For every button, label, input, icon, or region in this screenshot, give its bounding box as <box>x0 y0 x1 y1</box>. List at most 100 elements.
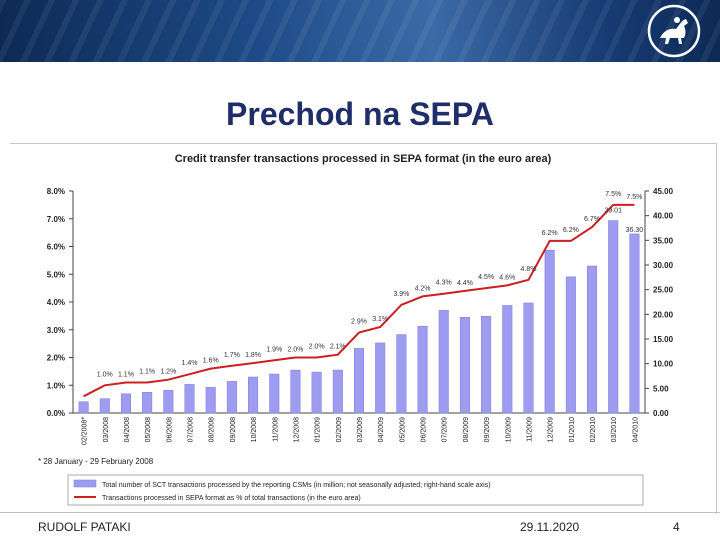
y-left-tick-label: 0.0% <box>47 409 65 418</box>
line-data-label: 4.5% <box>478 274 494 281</box>
bar <box>629 233 640 414</box>
line-data-label: 1.2% <box>160 369 176 376</box>
bar <box>587 265 598 414</box>
line-data-label: 1.0% <box>97 371 113 378</box>
y-right-tick-label: 10.00 <box>653 360 674 369</box>
bar <box>481 316 492 414</box>
x-tick-label: 12/2009 <box>548 417 555 442</box>
line-data-label: 4.2% <box>415 285 431 292</box>
x-tick-label: 05/2008 <box>145 417 152 442</box>
bar <box>290 369 301 414</box>
y-right-tick-label: 30.00 <box>653 261 674 270</box>
bar <box>565 276 576 414</box>
line-data-label: 2.9% <box>351 319 367 326</box>
y-left-tick-label: 2.0% <box>47 354 65 363</box>
x-tick-label: 02/2009 <box>336 417 343 442</box>
x-tick-label: 07/2008 <box>188 417 195 442</box>
y-right-tick-label: 40.00 <box>653 212 674 221</box>
line-data-label: 1.1% <box>118 371 134 378</box>
y-left-tick-label: 5.0% <box>47 270 65 279</box>
x-tick-label: 03/2010 <box>611 417 618 442</box>
x-tick-label: 09/2008 <box>230 417 237 442</box>
x-tick-label: 01/2010 <box>569 417 576 442</box>
y-right-tick-label: 20.00 <box>653 310 674 319</box>
bar <box>78 401 89 414</box>
x-tick-label: 08/2009 <box>463 417 470 442</box>
bar <box>544 249 555 414</box>
y-right-tick-label: 15.00 <box>653 335 674 344</box>
bar <box>311 371 322 414</box>
x-tick-label: 10/2009 <box>505 417 512 442</box>
x-tick-label: 04/2010 <box>632 417 639 442</box>
bar <box>142 392 153 414</box>
y-right-tick-label: 45.00 <box>653 187 674 196</box>
line-data-label: 1.8% <box>245 352 261 359</box>
sepa-chart: Credit transfer transactions processed i… <box>38 153 674 506</box>
horse-rider-emblem-icon <box>647 4 701 58</box>
sepa-share-line <box>83 203 635 398</box>
line-data-label: 7.5% <box>626 194 642 201</box>
line-data-label: 3.1% <box>372 316 388 323</box>
x-tick-label: 04/2008 <box>124 417 131 442</box>
chart-title: Credit transfer transactions processed i… <box>175 153 552 165</box>
line-data-label: 4.4% <box>457 280 473 287</box>
bar <box>608 220 619 414</box>
page-number: 4 <box>673 520 680 534</box>
line-data-label: 3.9% <box>393 291 409 298</box>
legend-bar-swatch <box>73 479 97 488</box>
line-data-label: 1.6% <box>203 358 219 365</box>
x-tick-label: 11/2008 <box>272 417 279 442</box>
y-left-tick-label: 8.0% <box>47 187 65 196</box>
chart-footnote: * 28 January - 29 February 2008 <box>38 457 154 466</box>
bar <box>184 384 195 414</box>
bar <box>332 369 343 414</box>
line-data-label: 2.1% <box>330 344 346 351</box>
slide-title: Prechod na SEPA <box>226 96 494 132</box>
footer-date: 29.11.2020 <box>520 520 580 534</box>
legend-bar-label: Total number of SCT transactions process… <box>102 482 491 489</box>
bar <box>163 390 174 414</box>
bar <box>226 381 237 414</box>
x-tick-label: 06/2008 <box>166 417 173 442</box>
y-left-tick-label: 4.0% <box>47 298 65 307</box>
bar <box>120 393 131 414</box>
footer-author: RUDOLF PATAKI <box>38 520 131 534</box>
line-data-label: 4.3% <box>436 280 452 287</box>
bar <box>438 310 449 414</box>
line-data-label: 6.7% <box>584 216 600 223</box>
line-data-label: 6.2% <box>542 230 558 237</box>
legend-line-label: Transactions processed in SEPA format as… <box>102 495 361 502</box>
chart-frame: Credit transfer transactions processed i… <box>10 143 717 514</box>
bar-data-label: 36.30 <box>626 227 644 234</box>
bar-data-label: 39.01 <box>604 208 622 215</box>
x-tick-label: 02/2008* <box>82 417 89 445</box>
bar <box>502 305 513 414</box>
bar <box>417 325 428 414</box>
bar <box>523 302 534 414</box>
y-left-tick-label: 7.0% <box>47 215 65 224</box>
line-data-label: 1.1% <box>139 368 155 375</box>
x-tick-label: 06/2009 <box>421 417 428 442</box>
bar <box>396 334 407 414</box>
y-right-tick-label: 0.00 <box>653 409 669 418</box>
y-left-tick-label: 6.0% <box>47 243 65 252</box>
x-tick-label: 09/2009 <box>484 417 491 442</box>
line-data-label: 7.5% <box>605 191 621 198</box>
y-right-tick-label: 5.00 <box>653 384 669 393</box>
line-data-label: 4.8% <box>520 266 536 273</box>
line-data-label: 6.2% <box>563 227 579 234</box>
x-tick-label: 02/2010 <box>590 417 597 442</box>
bar <box>269 373 280 414</box>
x-tick-label: 03/2009 <box>357 417 364 442</box>
x-tick-label: 12/2008 <box>293 417 300 442</box>
bar <box>99 398 110 414</box>
bar <box>459 317 470 414</box>
y-left-tick-label: 3.0% <box>47 326 65 335</box>
y-right-tick-label: 25.00 <box>653 286 674 295</box>
bar <box>205 387 216 414</box>
x-tick-label: 05/2009 <box>399 417 406 442</box>
x-tick-label: 03/2008 <box>103 417 110 442</box>
y-left-tick-label: 1.0% <box>47 381 65 390</box>
line-data-label: 4.6% <box>499 274 515 281</box>
line-data-label: 1.9% <box>266 346 282 353</box>
